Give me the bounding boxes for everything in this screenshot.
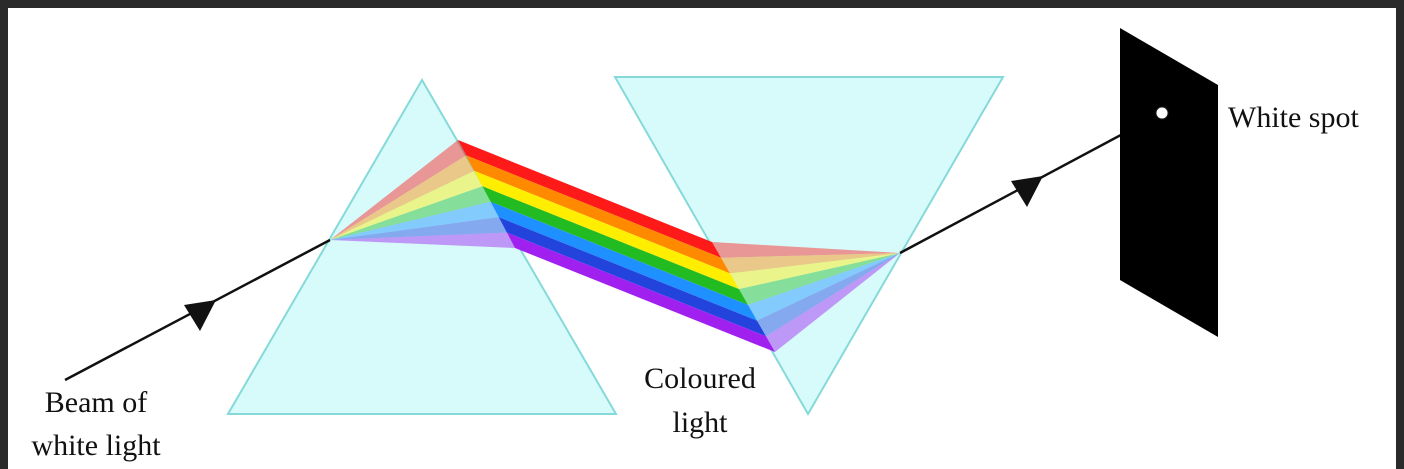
band	[330, 186, 491, 240]
band	[757, 253, 900, 337]
band	[739, 253, 900, 305]
band	[466, 155, 730, 274]
band	[330, 140, 467, 240]
band	[730, 253, 900, 290]
label: White spot	[1228, 101, 1359, 134]
band	[458, 140, 721, 258]
label: light	[672, 406, 728, 439]
band	[330, 217, 507, 240]
band	[482, 186, 748, 305]
band	[330, 232, 515, 248]
band	[330, 155, 475, 240]
band	[712, 242, 900, 258]
label: Coloured	[644, 362, 756, 395]
band	[490, 201, 757, 321]
spectrum	[330, 140, 900, 352]
screen	[1120, 28, 1218, 337]
band	[330, 201, 499, 240]
band	[330, 170, 483, 240]
band	[474, 170, 739, 290]
arrow-head	[184, 300, 216, 331]
arrow-head	[1011, 176, 1043, 207]
band	[498, 217, 766, 337]
band	[748, 253, 900, 321]
band	[766, 253, 900, 352]
white-spot	[1155, 106, 1169, 120]
label: white light	[31, 429, 161, 462]
band	[506, 232, 775, 352]
band	[721, 253, 900, 274]
label: Beam of	[45, 386, 147, 419]
